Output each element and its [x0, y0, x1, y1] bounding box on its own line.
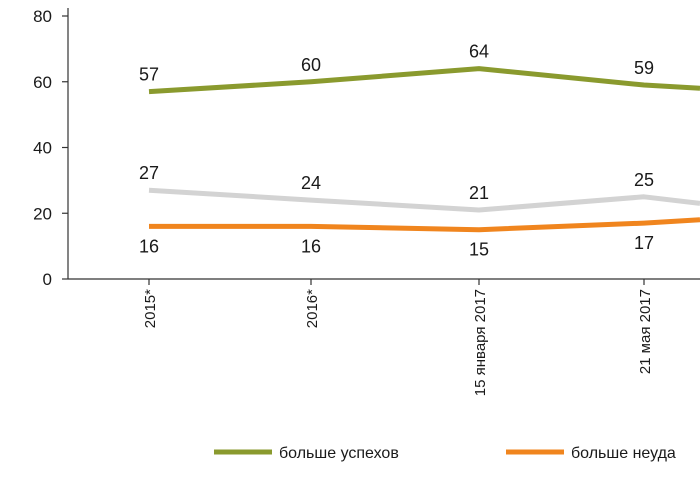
- x-tick-label: 2015*: [142, 289, 159, 328]
- data-label: 64: [469, 42, 489, 62]
- y-tick-label: 60: [33, 73, 52, 92]
- data-label: 15: [469, 240, 489, 260]
- legend-label-0: больше успехов: [279, 445, 399, 462]
- data-label: 59: [634, 58, 654, 78]
- data-label: 57: [139, 65, 159, 85]
- y-tick-label: 80: [33, 7, 52, 26]
- data-label: 25: [634, 170, 654, 190]
- x-tick-label: 21 мая 2017: [637, 289, 654, 374]
- y-tick-label: 40: [33, 139, 52, 158]
- data-label: 60: [301, 55, 321, 75]
- series-line-2: [149, 217, 700, 233]
- data-labels: 57 60 64 59 27 24 21 25 16 16 15 17: [139, 42, 654, 260]
- legend-label-2: больше неуда: [571, 445, 676, 462]
- data-label: 17: [634, 233, 654, 253]
- axes: 0 20 40 60 80 2015* 2016* 15 января 2017 21 мая …: [33, 7, 700, 396]
- legend: больше успехов больше неуда: [214, 445, 676, 462]
- series-group: [148, 66, 700, 233]
- data-label: 16: [301, 236, 321, 256]
- data-label: 24: [301, 173, 321, 193]
- data-label: 27: [139, 163, 159, 183]
- x-tick-label: 2016*: [304, 289, 321, 328]
- data-label: 16: [139, 236, 159, 256]
- y-tick-label: 0: [43, 270, 52, 289]
- series-line-1: [148, 187, 700, 213]
- y-tick-label: 20: [33, 204, 52, 223]
- data-label: 21: [469, 183, 489, 203]
- series-line-0: [148, 66, 700, 95]
- x-tick-label: 15 января 2017: [472, 289, 489, 396]
